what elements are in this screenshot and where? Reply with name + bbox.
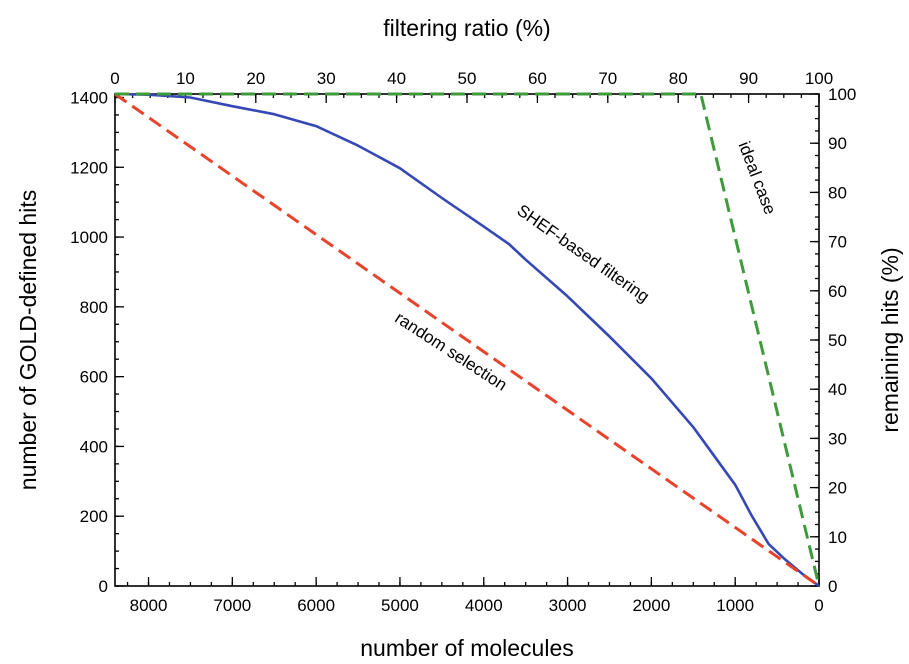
left-tick-label: 600 <box>80 368 108 387</box>
bottom-tick-label: 2000 <box>632 596 670 615</box>
top-tick-label: 60 <box>528 69 547 88</box>
top-tick-label: 90 <box>739 69 758 88</box>
series-ideal-case <box>115 92 821 587</box>
top-tick-label: 50 <box>458 69 477 88</box>
axis-ticks: 8000 7000 6000 5000 4000 3000 2000 1000 00 10 20 30… <box>70 69 856 615</box>
top-tick-label: 0 <box>110 69 119 88</box>
annotations: SHEF-based filtering random selection id… <box>392 139 780 395</box>
left-axis-title: number of GOLD-defined hits <box>15 190 41 490</box>
annotation-random-selection: random selection <box>392 308 511 394</box>
left-tick-label: 200 <box>80 507 108 526</box>
right-tick-label: 20 <box>828 479 847 498</box>
bottom-tick-label: 8000 <box>130 596 168 615</box>
top-tick-label: 40 <box>387 69 406 88</box>
annotation-shef-based-filtering: SHEF-based filtering <box>513 201 652 307</box>
right-tick-label: 80 <box>828 183 847 202</box>
right-tick-label: 60 <box>828 282 847 301</box>
bottom-axis-title: number of molecules <box>360 635 574 661</box>
left-tick-label: 400 <box>80 437 108 456</box>
top-tick-label: 10 <box>176 69 195 88</box>
bottom-tick-label: 3000 <box>549 596 587 615</box>
left-tick-label: 1400 <box>70 88 108 107</box>
top-tick-label: 100 <box>805 69 833 88</box>
left-tick-label: 1000 <box>70 228 108 247</box>
right-tick-label: 40 <box>828 380 847 399</box>
left-tick-label: 0 <box>99 577 108 596</box>
top-tick-label: 30 <box>317 69 336 88</box>
right-tick-label: 90 <box>828 134 847 153</box>
right-tick-label: 50 <box>828 331 847 350</box>
top-tick-label: 80 <box>669 69 688 88</box>
bottom-tick-label: 4000 <box>465 596 503 615</box>
top-tick-label: 70 <box>598 69 617 88</box>
bottom-tick-label: 0 <box>814 596 823 615</box>
bottom-tick-label: 7000 <box>213 596 251 615</box>
right-tick-label: 100 <box>828 85 856 104</box>
bottom-tick-label: 1000 <box>716 596 754 615</box>
top-tick-label: 20 <box>246 69 265 88</box>
left-tick-label: 800 <box>80 298 108 317</box>
bottom-tick-label: 5000 <box>381 596 419 615</box>
left-tick-label: 1200 <box>70 158 108 177</box>
data-series <box>114 92 821 588</box>
top-axis-title: filtering ratio (%) <box>383 15 550 41</box>
annotation-ideal-case: ideal case <box>735 139 780 217</box>
series-shef-based-filtering <box>114 92 820 588</box>
series-random-selection <box>114 92 820 588</box>
right-axis-title: remaining hits (%) <box>877 247 903 432</box>
bottom-tick-label: 6000 <box>297 596 335 615</box>
right-tick-label: 0 <box>828 577 837 596</box>
right-tick-label: 30 <box>828 429 847 448</box>
right-tick-label: 70 <box>828 233 847 252</box>
right-tick-label: 10 <box>828 528 847 547</box>
